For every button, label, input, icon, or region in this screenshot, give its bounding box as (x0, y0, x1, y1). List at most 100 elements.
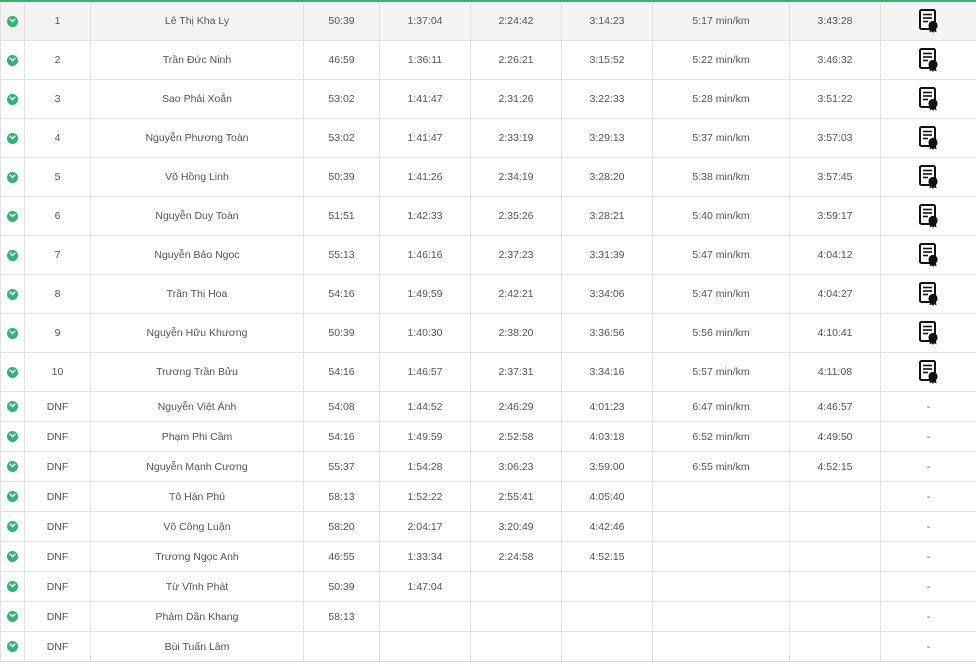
table-row[interactable]: DNF Tô Hán Phú 58:13 1:52:22 2:55:41 4:0… (1, 482, 976, 512)
certificate-cell[interactable] (881, 275, 976, 314)
chevron-down-circle-icon[interactable] (7, 328, 18, 339)
certificate-cell[interactable] (881, 80, 976, 119)
expand-cell[interactable] (1, 314, 25, 353)
no-certificate-dash: - (927, 611, 931, 623)
split-3-cell: 2:37:31 (471, 353, 562, 392)
expand-cell[interactable] (1, 602, 25, 632)
table-row[interactable]: DNF Nguyễn Việt Ánh 54:08 1:44:52 2:46:2… (1, 392, 976, 422)
expand-cell[interactable] (1, 512, 25, 542)
table-row[interactable]: DNF Từ Vĩnh Phát 50:39 1:47:04 - (1, 572, 976, 602)
certificate-icon[interactable] (918, 165, 940, 189)
pace-cell: 5:17 min/km (653, 2, 790, 41)
expand-cell[interactable] (1, 632, 25, 662)
table-row[interactable]: 3 Sao Phải Xoắn 53:02 1:41:47 2:31:26 3:… (1, 80, 976, 119)
split-4-cell: 4:52:15 (562, 542, 653, 572)
certificate-cell: - (881, 542, 976, 572)
table-row[interactable]: DNF Phảm Dân Khang 58:13 - (1, 602, 976, 632)
table-row[interactable]: 8 Trần Thị Hoa 54:16 1:49:59 2:42:21 3:3… (1, 275, 976, 314)
expand-cell[interactable] (1, 80, 25, 119)
split-4-cell: 3:34:06 (562, 275, 653, 314)
expand-cell[interactable] (1, 392, 25, 422)
chevron-down-circle-icon[interactable] (7, 491, 18, 502)
expand-cell[interactable] (1, 2, 25, 41)
expand-cell[interactable] (1, 482, 25, 512)
rank-cell: 10 (25, 353, 91, 392)
certificate-cell[interactable] (881, 353, 976, 392)
split-4-cell: 3:29:13 (562, 119, 653, 158)
rank-cell: 9 (25, 314, 91, 353)
chevron-down-circle-icon[interactable] (7, 401, 18, 412)
rank-cell: 1 (25, 2, 91, 41)
chevron-down-circle-icon[interactable] (7, 581, 18, 592)
certificate-cell[interactable] (881, 236, 976, 275)
table-row[interactable]: 4 Nguyễn Phương Toàn 53:02 1:41:47 2:33:… (1, 119, 976, 158)
expand-cell[interactable] (1, 158, 25, 197)
certificate-icon[interactable] (918, 126, 940, 150)
expand-cell[interactable] (1, 422, 25, 452)
chevron-down-circle-icon[interactable] (7, 133, 18, 144)
expand-cell[interactable] (1, 572, 25, 602)
expand-cell[interactable] (1, 353, 25, 392)
runner-name-cell: Tô Hán Phú (91, 482, 304, 512)
table-row[interactable]: 2 Trần Đức Ninh 46:59 1:36:11 2:26:21 3:… (1, 41, 976, 80)
split-3-cell: 3:20:49 (471, 512, 562, 542)
table-row[interactable]: 9 Nguyễn Hữu Khương 50:39 1:40:30 2:38:2… (1, 314, 976, 353)
expand-cell[interactable] (1, 542, 25, 572)
chevron-down-circle-icon[interactable] (7, 211, 18, 222)
expand-cell[interactable] (1, 197, 25, 236)
split-4-cell: 3:31:39 (562, 236, 653, 275)
certificate-icon[interactable] (918, 87, 940, 111)
certificate-icon[interactable] (918, 243, 940, 267)
chevron-down-circle-icon[interactable] (7, 55, 18, 66)
table-row[interactable]: 5 Võ Hồng Linh 50:39 1:41:26 2:34:19 3:2… (1, 158, 976, 197)
certificate-cell[interactable] (881, 314, 976, 353)
split-3-cell: 2:37:23 (471, 236, 562, 275)
table-row[interactable]: DNF Nguyễn Mạnh Cương 55:37 1:54:28 3:06… (1, 452, 976, 482)
split-2-cell: 1:42:33 (380, 197, 471, 236)
expand-cell[interactable] (1, 275, 25, 314)
certificate-icon[interactable] (918, 9, 940, 33)
chevron-down-circle-icon[interactable] (7, 551, 18, 562)
chevron-down-circle-icon[interactable] (7, 94, 18, 105)
certificate-cell[interactable] (881, 119, 976, 158)
certificate-cell[interactable] (881, 158, 976, 197)
pace-cell: 5:47 min/km (653, 236, 790, 275)
chevron-down-circle-icon[interactable] (7, 289, 18, 300)
certificate-icon[interactable] (918, 204, 940, 228)
chevron-down-circle-icon[interactable] (7, 431, 18, 442)
certificate-cell[interactable] (881, 2, 976, 41)
table-row[interactable]: DNF Võ Công Luận 58:20 2:04:17 3:20:49 4… (1, 512, 976, 542)
certificate-icon[interactable] (918, 360, 940, 384)
table-row[interactable]: 10 Trương Trần Bửu 54:16 1:46:57 2:37:31… (1, 353, 976, 392)
chevron-down-circle-icon[interactable] (7, 172, 18, 183)
table-row[interactable]: 6 Nguyễn Duy Toàn 51:51 1:42:33 2:35:26 … (1, 197, 976, 236)
chevron-down-circle-icon[interactable] (7, 461, 18, 472)
expand-cell[interactable] (1, 119, 25, 158)
certificate-cell[interactable] (881, 41, 976, 80)
table-row[interactable]: DNF Bùi Tuấn Lâm - (1, 632, 976, 662)
split-2-cell (380, 602, 471, 632)
certificate-cell[interactable] (881, 197, 976, 236)
split-4-cell (562, 602, 653, 632)
chevron-down-circle-icon[interactable] (7, 16, 18, 27)
chevron-down-circle-icon[interactable] (7, 367, 18, 378)
split-4-cell: 4:01:23 (562, 392, 653, 422)
chevron-down-circle-icon[interactable] (7, 521, 18, 532)
certificate-icon[interactable] (918, 282, 940, 306)
certificate-icon[interactable] (918, 48, 940, 72)
chevron-down-circle-icon[interactable] (7, 611, 18, 622)
expand-cell[interactable] (1, 452, 25, 482)
certificate-icon[interactable] (918, 321, 940, 345)
table-row[interactable]: 7 Nguyễn Bảo Ngọc 55:13 1:46:16 2:37:23 … (1, 236, 976, 275)
table-row[interactable]: 1 Lê Thị Kha Ly 50:39 1:37:04 2:24:42 3:… (1, 2, 976, 41)
pace-cell (653, 482, 790, 512)
table-row[interactable]: DNF Phạm Phi Cầm 54:16 1:49:59 2:52:58 4… (1, 422, 976, 452)
runner-name-cell: Trần Đức Ninh (91, 41, 304, 80)
expand-cell[interactable] (1, 236, 25, 275)
table-row[interactable]: DNF Trương Ngọc Anh 46:55 1:33:34 2:24:5… (1, 542, 976, 572)
runner-name-cell: Trần Thị Hoa (91, 275, 304, 314)
chevron-down-circle-icon[interactable] (7, 250, 18, 261)
split-3-cell: 2:42:21 (471, 275, 562, 314)
runner-name-cell: Trương Trần Bửu (91, 353, 304, 392)
expand-cell[interactable] (1, 41, 25, 80)
